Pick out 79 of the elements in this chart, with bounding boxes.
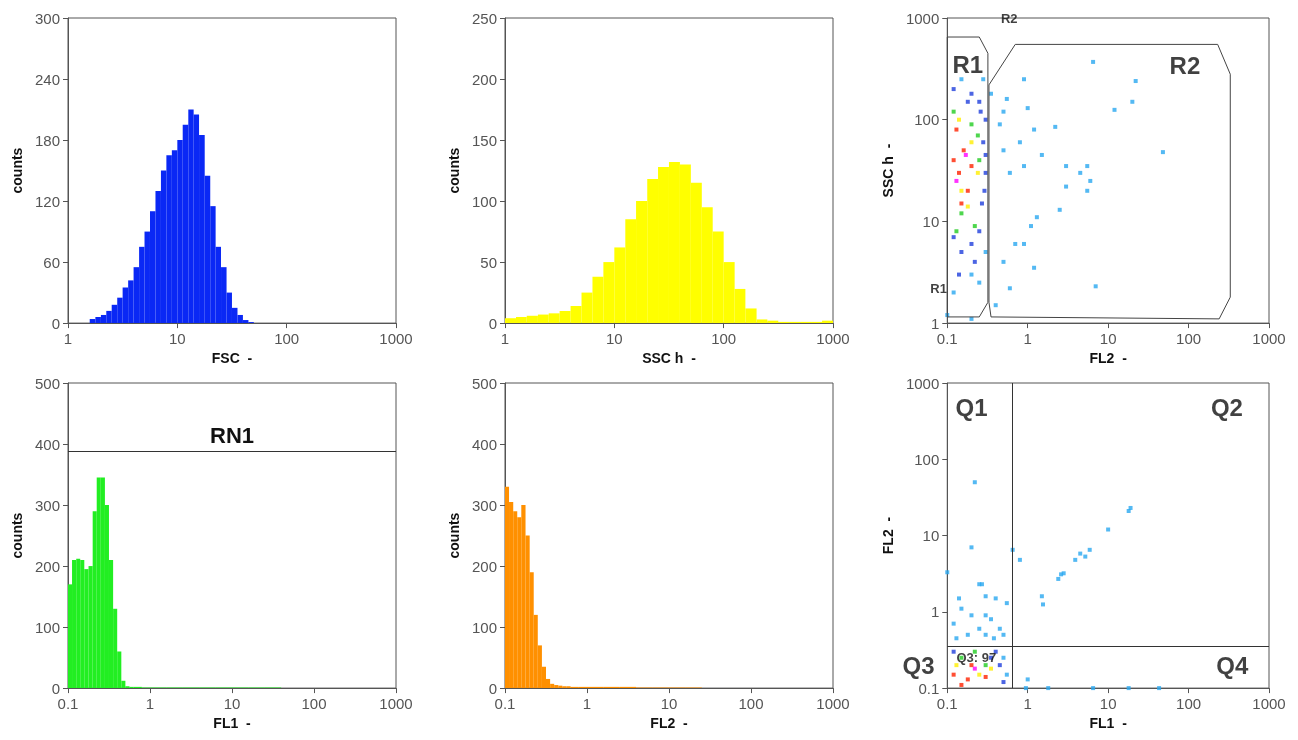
y-tick-label: 300: [471, 496, 497, 514]
y-tick-label: 10: [922, 527, 940, 545]
y-tick-label: 0: [51, 314, 60, 332]
x-tick-label: 100: [301, 695, 327, 713]
x-tick-label: 10: [1099, 330, 1117, 348]
ref-line-label: RN1: [209, 422, 255, 448]
y-axis-title: SSC h -: [880, 143, 896, 198]
x-tick-label: 1000: [1252, 695, 1286, 713]
y-tick-label: 1000: [905, 9, 940, 27]
x-tick-label: 100: [738, 695, 764, 713]
x-axis-title: FL1 -: [213, 715, 251, 731]
x-tick-label: 100: [1176, 330, 1202, 348]
x-tick-label: 10: [168, 330, 186, 348]
x-axis-title: FL2 -: [1089, 350, 1128, 366]
y-tick-label: 200: [471, 70, 497, 88]
y-tick-label: 100: [471, 192, 497, 210]
x-tick-label: 1: [500, 330, 510, 348]
y-tick-label: 180: [34, 131, 60, 149]
y-tick-label: 1: [930, 314, 940, 332]
x-tick-label: 10: [660, 695, 678, 713]
x-tick-label: 1000: [379, 330, 413, 348]
y-tick-label: 300: [34, 496, 60, 514]
y-tick-label: 400: [471, 435, 497, 453]
x-tick-label: 1: [145, 695, 155, 713]
y-tick-label: 0: [488, 679, 497, 697]
annotation: R2: [1000, 10, 1018, 26]
y-tick-label: 10: [922, 212, 940, 230]
x-tick-label: 100: [1176, 695, 1202, 713]
y-tick-label: 0: [488, 314, 497, 332]
y-tick-label: 240: [34, 70, 60, 88]
x-axis-title: FL1 -: [1089, 715, 1128, 731]
y-tick-label: 0: [51, 679, 60, 697]
x-tick-label: 1: [582, 695, 592, 713]
x-tick-label: 1000: [816, 695, 850, 713]
text: R1: [930, 280, 947, 296]
annotation: Q1: [955, 393, 988, 421]
y-tick-label: 500: [471, 374, 497, 392]
y-tick-label: 0.1: [918, 679, 940, 697]
x-axis-title: SSC h -: [642, 350, 697, 366]
y-tick-label: 100: [914, 111, 940, 129]
x-tick-label: 10: [1099, 695, 1117, 713]
annotation: R2: [1169, 52, 1201, 80]
x-tick-label: 1000: [1252, 330, 1286, 348]
text: Q3: [902, 651, 935, 679]
y-axis-title: counts: [446, 512, 463, 559]
y-tick-label: 400: [34, 435, 60, 453]
annotation: Q4: [1216, 651, 1249, 679]
y-axis-title: counts: [446, 147, 463, 194]
y-tick-label: 150: [471, 131, 497, 149]
y-tick-label: 250: [471, 9, 497, 27]
y-tick-label: 200: [471, 557, 497, 575]
y-tick-label: 300: [34, 9, 60, 27]
y-tick-label: 500: [34, 374, 60, 392]
y-axis-title: counts: [9, 147, 26, 194]
x-tick-label: 1: [1023, 330, 1032, 348]
annotation: R1: [952, 50, 984, 78]
y-tick-label: 100: [34, 618, 60, 636]
x-tick-label: 1000: [379, 695, 413, 713]
y-axis-title: FL2 -: [880, 516, 896, 555]
x-tick-label: 1: [1023, 695, 1032, 713]
x-tick-label: 1: [63, 330, 73, 348]
x-tick-label: 100: [711, 330, 737, 348]
y-tick-label: 120: [34, 192, 60, 210]
y-tick-label: 1: [930, 603, 940, 621]
y-tick-label: 60: [43, 253, 60, 271]
y-tick-label: 1000: [905, 374, 940, 392]
y-tick-label: 100: [471, 618, 497, 636]
y-tick-label: 200: [34, 557, 60, 575]
x-tick-label: 1000: [816, 330, 850, 348]
x-tick-label: 10: [223, 695, 241, 713]
x-axis-title: FSC -: [211, 350, 253, 366]
y-axis-title: counts: [9, 512, 26, 559]
annotation: Q3: 97: [956, 650, 997, 666]
x-tick-label: 100: [274, 330, 300, 348]
x-axis-title: FL2 -: [650, 715, 688, 731]
y-tick-label: 50: [480, 253, 497, 271]
x-tick-label: 10: [605, 330, 623, 348]
y-tick-label: 100: [914, 450, 940, 468]
annotation: Q2: [1210, 393, 1243, 421]
